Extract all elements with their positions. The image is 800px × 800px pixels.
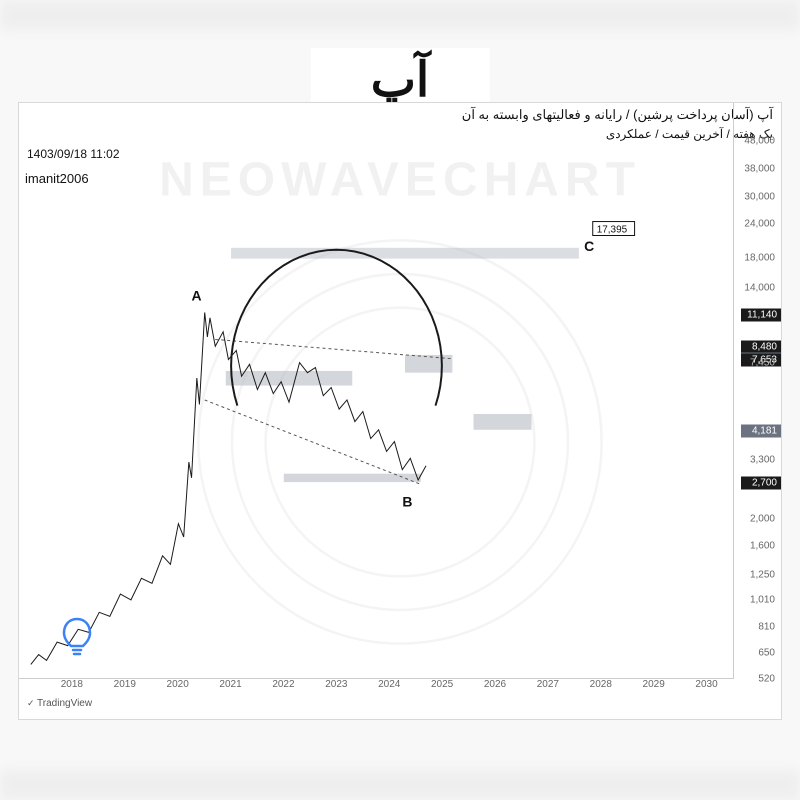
screenshot-frame: آپ NEOWAVECHART آپ (آسان پرداخت پرشین) /…	[0, 0, 800, 800]
blur-bottom	[0, 770, 800, 800]
price-tag: 11,140	[741, 308, 781, 321]
channel-line	[205, 400, 421, 484]
x-tick: 2030	[695, 679, 717, 690]
chart-container: NEOWAVECHART آپ (آسان پرداخت پرشین) / را…	[18, 102, 782, 720]
y-tick: 30,000	[744, 192, 775, 203]
zone-rect	[405, 355, 452, 373]
price-line	[31, 312, 426, 664]
blur-top	[0, 0, 800, 30]
x-tick: 2027	[537, 679, 559, 690]
plot-area[interactable]: A B C17,395	[19, 103, 733, 679]
wave-label: A	[192, 288, 202, 304]
price-tag: 4,181	[741, 425, 781, 438]
x-tick: 2021	[219, 679, 241, 690]
zone-rect	[226, 371, 352, 386]
y-tick: 1,250	[750, 570, 775, 581]
price-tag: 2,700	[741, 477, 781, 490]
y-tick: 24,000	[744, 218, 775, 229]
x-tick: 2026	[484, 679, 506, 690]
y-tick: 520	[758, 674, 775, 685]
y-tick: 48,000	[744, 136, 775, 147]
target-price-box: 17,395	[593, 222, 635, 236]
y-tick: 18,000	[744, 252, 775, 263]
x-tick: 2024	[378, 679, 400, 690]
wave-label: C	[584, 238, 594, 254]
wave-label: B	[402, 493, 412, 509]
lamp-icon	[59, 615, 95, 659]
svg-text:17,395: 17,395	[597, 225, 628, 236]
x-axis: 2018 2019 2020 2021 2022 2023 2024 2025 2026 2027…	[19, 679, 733, 693]
y-tick: 14,000	[744, 282, 775, 293]
x-tick: 2018	[61, 679, 83, 690]
zone-rect	[474, 414, 532, 430]
x-tick: 2025	[431, 679, 453, 690]
y-tick: 650	[758, 647, 775, 658]
x-tick: 2028	[590, 679, 612, 690]
zone-rect	[231, 248, 579, 259]
x-tick: 2029	[643, 679, 665, 690]
plot-svg: A B C17,395	[19, 103, 733, 679]
y-tick: 38,000	[744, 163, 775, 174]
y-tick: 3,300	[750, 454, 775, 465]
x-tick: 2019	[114, 679, 136, 690]
y-tick: 2,000	[750, 514, 775, 525]
x-tick: 2023	[325, 679, 347, 690]
y-tick: 810	[758, 621, 775, 632]
zone-rect	[284, 474, 421, 482]
tradingview-credit: TradingView	[27, 698, 92, 709]
y-axis: 48,00038,00030,00024,00018,00014,0008,48…	[733, 103, 781, 679]
y-tick: 1,010	[750, 595, 775, 606]
x-tick: 2020	[167, 679, 189, 690]
y-tick: 1,600	[750, 540, 775, 551]
x-tick: 2022	[272, 679, 294, 690]
